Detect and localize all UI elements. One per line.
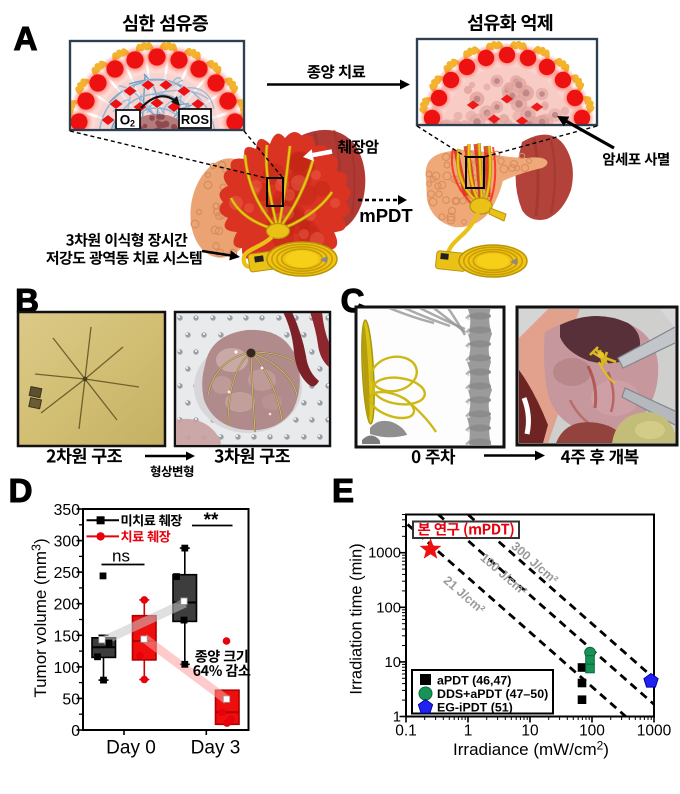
svg-text:200: 200 [54,597,81,614]
svg-text:Irradiation time (min): Irradiation time (min) [348,543,366,694]
svg-text:**: ** [204,510,219,531]
svg-text:ROS: ROS [181,112,210,127]
svg-text:10: 10 [385,655,401,671]
svg-text:O: O [120,113,131,128]
svg-text:1: 1 [393,710,401,726]
svg-text:Day 3: Day 3 [191,738,241,759]
svg-text:D: D [9,472,33,509]
svg-text:50: 50 [62,691,80,708]
svg-text:Day 0: Day 0 [106,738,156,759]
svg-text:10: 10 [521,723,539,740]
svg-text:1000: 1000 [368,546,401,562]
svg-text:1000: 1000 [637,723,672,740]
svg-text:mPDT: mPDT [359,205,413,226]
svg-text:300: 300 [54,534,81,551]
svg-text:aPDT (46,47): aPDT (46,47) [437,674,511,688]
svg-text:150: 150 [54,628,81,645]
svg-text:E: E [332,472,354,509]
svg-text:100: 100 [579,723,605,740]
svg-text:0: 0 [71,723,80,740]
svg-text:100: 100 [54,660,81,677]
svg-text:250: 250 [54,565,81,582]
svg-text:Irradiance (mW/cm2): Irradiance (mW/cm2) [453,739,609,760]
svg-text:0.1: 0.1 [395,723,417,740]
svg-text:2: 2 [130,119,135,129]
svg-text:350: 350 [54,502,81,519]
svg-text:DDS+aPDT (47–50): DDS+aPDT (47–50) [437,687,548,701]
svg-text:EG-iPDT (51): EG-iPDT (51) [437,701,513,715]
svg-text:Tumor volume (mm3): Tumor volume (mm3) [30,538,51,697]
svg-text:100: 100 [376,600,401,616]
svg-text:A: A [14,20,38,57]
svg-text:ns: ns [112,547,130,566]
svg-text:1: 1 [464,723,473,740]
